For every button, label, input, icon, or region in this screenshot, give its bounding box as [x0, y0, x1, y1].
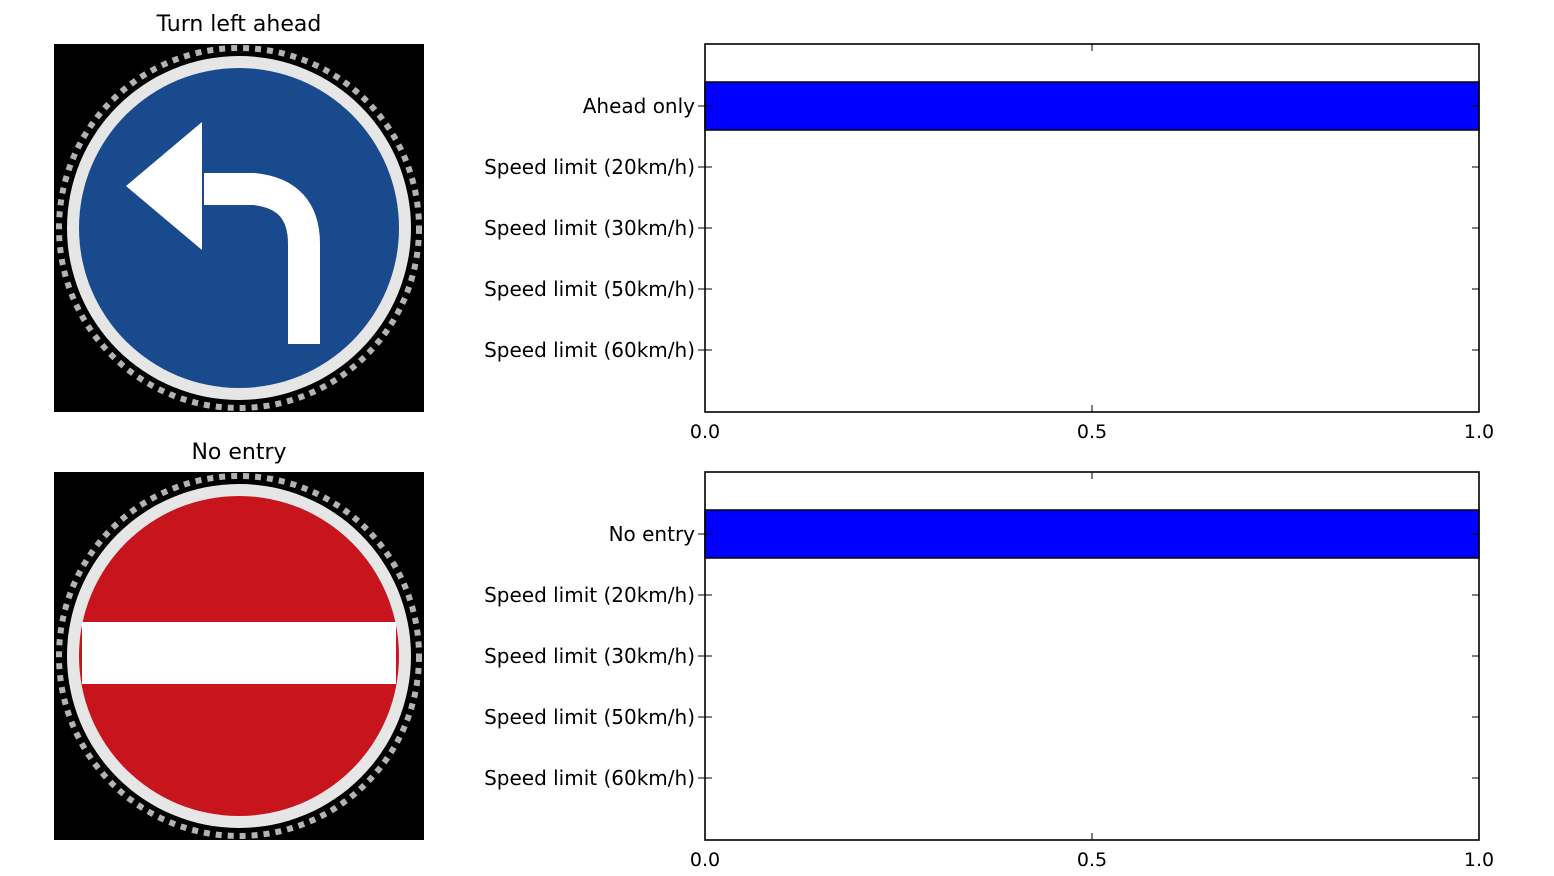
panel-row-1: No entry No entry Speed limit (20km/h) Spe… [0, 428, 1554, 871]
next-image-title-partial [54, 866, 424, 876]
y-tick-label: Ahead only [583, 94, 695, 118]
y-tick-label: No entry [609, 522, 696, 546]
y-tick-label: Speed limit (20km/h) [484, 155, 695, 179]
y-tick-label: Speed limit (20km/h) [484, 583, 695, 607]
y-tick-label: Speed limit (30km/h) [484, 216, 695, 240]
x-tick-label: 1.0 [1464, 421, 1494, 443]
y-tick-label: Speed limit (30km/h) [484, 644, 695, 668]
x-tick-label: 0.0 [690, 421, 720, 443]
y-tick-label: Speed limit (60km/h) [484, 766, 695, 790]
prediction-bar-chart: No entry Speed limit (20km/h) Speed limit … [484, 471, 1494, 871]
y-tick-label: Speed limit (60km/h) [484, 338, 695, 362]
x-tick-label: 0.5 [1077, 849, 1107, 871]
bar [704, 81, 1480, 131]
image-title: Turn left ahead [156, 12, 322, 37]
x-tick-label: 0.5 [1077, 421, 1107, 443]
x-tick-label: 0.0 [690, 849, 720, 871]
x-tick-label: 1.0 [1464, 849, 1494, 871]
image-title: No entry [191, 440, 287, 465]
y-tick-label: Speed limit (50km/h) [484, 705, 695, 729]
turn-left-ahead-sign-icon [54, 44, 424, 412]
y-tick-label: Speed limit (50km/h) [484, 277, 695, 301]
no-entry-sign-icon [54, 472, 424, 840]
prediction-bar-chart: Ahead only Speed limit (20km/h) Speed limi… [484, 43, 1494, 443]
bar [704, 509, 1480, 559]
panel-row-0: Turn left ahead Ahead only Speed limit (2… [0, 0, 1554, 443]
